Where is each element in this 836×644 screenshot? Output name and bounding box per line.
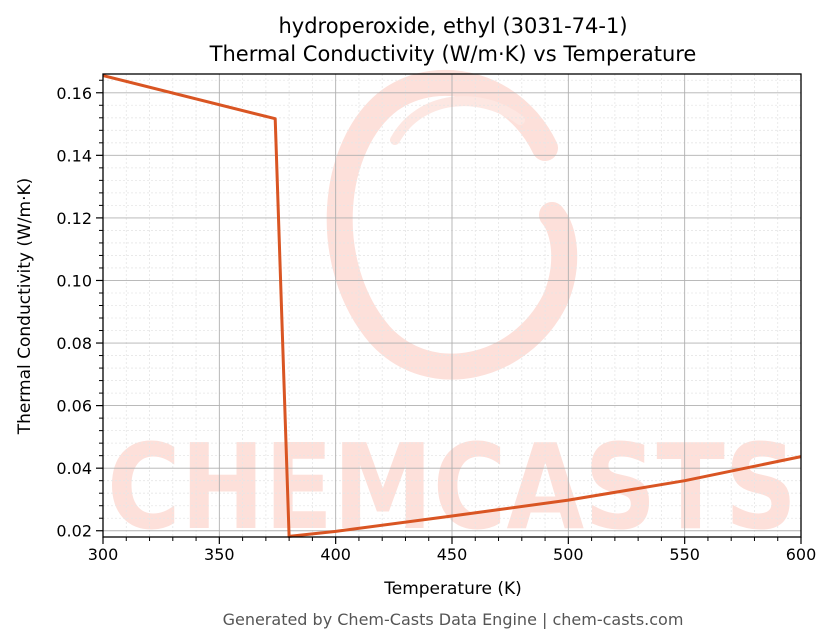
chart-title-line1: hydroperoxide, ethyl (3031-74-1) xyxy=(278,14,627,38)
x-tick-label: 300 xyxy=(88,545,119,564)
y-axis-label: Thermal Conductivity (W/m·K) xyxy=(15,178,35,436)
ticks-layer: 300 350 400 450 500 550 600 0.02 0.04 0.06 0.08 0.1… xyxy=(56,79,817,564)
x-tick-label: 500 xyxy=(553,545,584,564)
y-tick-label: 0.14 xyxy=(56,146,92,165)
x-tick-label: 400 xyxy=(320,545,351,564)
y-tick-label: 0.08 xyxy=(56,334,92,353)
x-tick-label: 600 xyxy=(786,545,817,564)
x-tick-label: 350 xyxy=(204,545,235,564)
y-tick-label: 0.10 xyxy=(56,271,92,290)
x-axis-label: Temperature (K) xyxy=(383,579,522,599)
x-tick-label: 550 xyxy=(669,545,700,564)
series-layer xyxy=(102,74,802,538)
x-tick-label: 450 xyxy=(437,545,468,564)
chart-title-line2: Thermal Conductivity (W/m·K) vs Temperat… xyxy=(209,42,697,66)
y-tick-label: 0.16 xyxy=(56,84,92,103)
footer-credit: Generated by Chem-Casts Data Engine | ch… xyxy=(223,610,684,629)
y-tick-label: 0.12 xyxy=(56,209,92,228)
y-tick-label: 0.04 xyxy=(56,459,92,478)
thermal-conductivity-line xyxy=(102,74,802,538)
y-tick-label: 0.02 xyxy=(56,522,92,541)
y-tick-label: 0.06 xyxy=(56,397,92,416)
